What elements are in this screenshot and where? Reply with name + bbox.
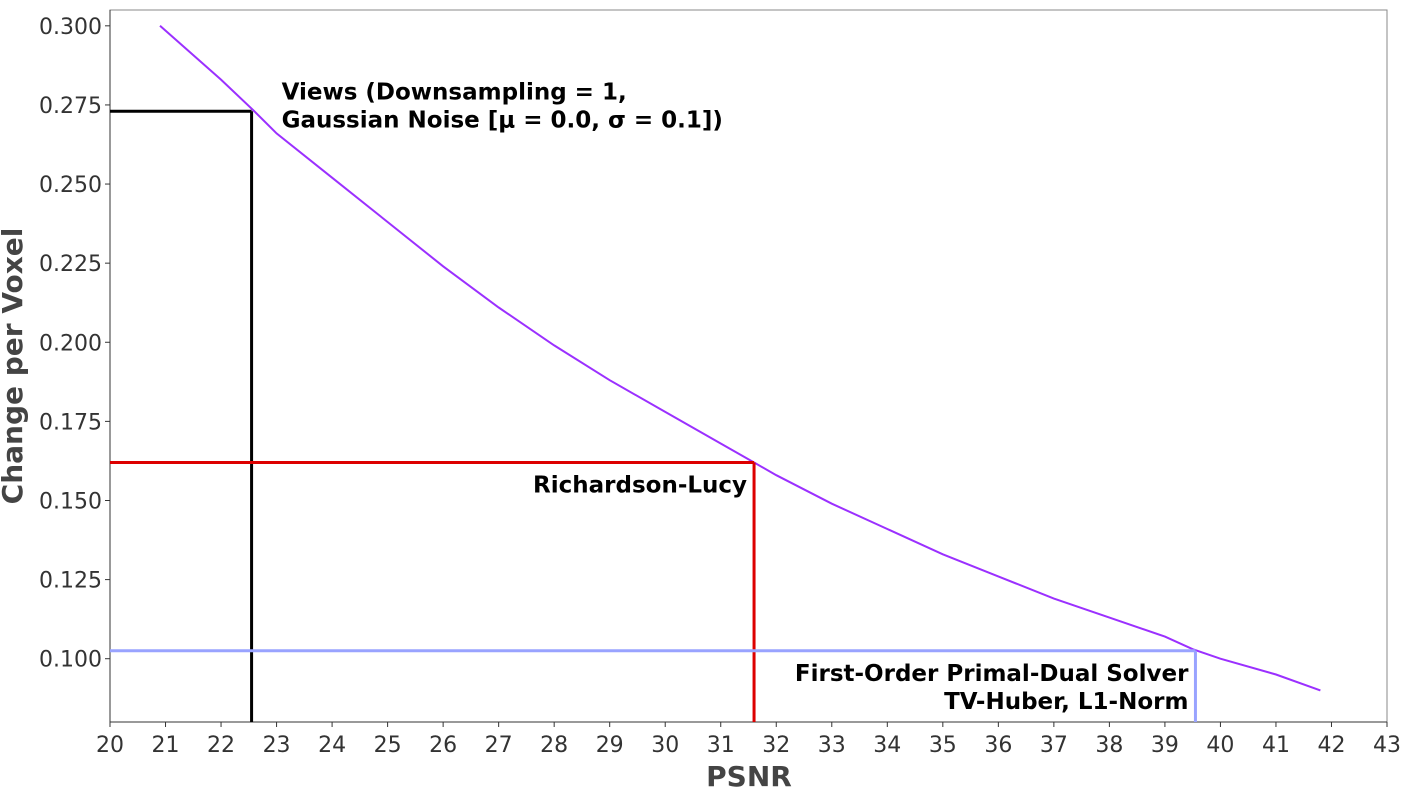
y-tick-label: 0.300 bbox=[39, 15, 102, 40]
x-tick-label: 36 bbox=[984, 733, 1012, 758]
x-tick-label: 20 bbox=[96, 733, 124, 758]
x-tick-label: 35 bbox=[929, 733, 957, 758]
marker-label: Richardson-Lucy bbox=[533, 473, 747, 499]
y-tick-label: 0.125 bbox=[39, 569, 102, 594]
x-tick-label: 42 bbox=[1317, 733, 1345, 758]
y-axis-title: Change per Voxel bbox=[0, 228, 29, 505]
x-tick-label: 41 bbox=[1262, 733, 1290, 758]
series-line bbox=[159, 25, 1321, 692]
y-tick-label: 0.275 bbox=[39, 94, 102, 119]
x-tick-label: 22 bbox=[207, 733, 235, 758]
x-tick-label: 38 bbox=[1095, 733, 1123, 758]
x-tick-label: 31 bbox=[707, 733, 735, 758]
x-tick-label: 43 bbox=[1373, 733, 1401, 758]
x-tick-label: 32 bbox=[762, 733, 790, 758]
x-tick-label: 29 bbox=[596, 733, 624, 758]
x-tick-label: 24 bbox=[318, 733, 346, 758]
y-tick-label: 0.150 bbox=[39, 489, 102, 514]
x-tick-label: 28 bbox=[540, 733, 568, 758]
x-tick-label: 27 bbox=[485, 733, 513, 758]
x-tick-label: 39 bbox=[1151, 733, 1179, 758]
series-layer bbox=[159, 25, 1321, 692]
y-tick-label: 0.250 bbox=[39, 173, 102, 198]
x-axis: 20 21 22 23 24 25 26 27 28 29 30 31 32 33 34 35 36 37 38 39… bbox=[96, 721, 1401, 758]
x-tick-label: 23 bbox=[263, 733, 291, 758]
x-tick-label: 34 bbox=[873, 733, 901, 758]
y-axis: 0.100 0.125 0.150 0.175 0.200 0.225 0.250 0.275… bbox=[39, 10, 111, 722]
marker-label: TV-Huber, L1-Norm bbox=[944, 689, 1188, 715]
marker-label: Gaussian Noise [μ = 0.0, σ = 0.1]) bbox=[282, 107, 723, 133]
plot-background bbox=[109, 9, 1388, 723]
x-tick-label: 25 bbox=[374, 733, 402, 758]
x-tick-label: 26 bbox=[429, 733, 457, 758]
x-tick-label: 37 bbox=[1040, 733, 1068, 758]
marker-layer: Views (Downsampling = 1,Gaussian Noise [… bbox=[110, 79, 1197, 722]
marker-label: Views (Downsampling = 1, bbox=[282, 79, 627, 105]
y-tick-label: 0.200 bbox=[39, 331, 102, 356]
y-tick-label: 0.175 bbox=[39, 410, 102, 435]
x-tick-label: 21 bbox=[152, 733, 180, 758]
x-tick-label: 40 bbox=[1206, 733, 1234, 758]
x-tick-label: 33 bbox=[818, 733, 846, 758]
marker-label: First-Order Primal-Dual Solver bbox=[795, 661, 1189, 687]
y-tick-label: 0.100 bbox=[39, 648, 102, 673]
y-tick-label: 0.225 bbox=[39, 252, 102, 277]
x-axis-title: PSNR bbox=[706, 760, 792, 793]
x-tick-label: 30 bbox=[651, 733, 679, 758]
